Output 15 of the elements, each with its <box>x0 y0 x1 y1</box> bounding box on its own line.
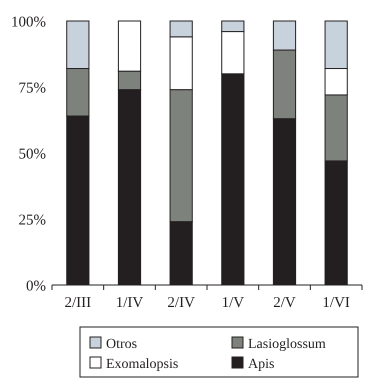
x-tick-label: 1/V <box>222 295 244 311</box>
x-tick-label: 1/IV <box>116 295 144 311</box>
legend-label: Lasioglossum <box>248 336 326 352</box>
y-tick-label: 25% <box>18 212 46 228</box>
y-tick-label: 100% <box>11 14 46 30</box>
y-tick-label: 75% <box>18 80 46 96</box>
legend-label: Apis <box>248 356 274 372</box>
x-tick-label: 1/VI <box>322 295 350 311</box>
y-tick-label: 0% <box>26 278 46 294</box>
x-tick-label: 2/V <box>273 295 296 311</box>
y-tick-label: 50% <box>18 146 46 162</box>
legend-label: Exomalopsis <box>106 356 178 372</box>
x-tick-label: 2/III <box>64 295 92 311</box>
legend-label: Otros <box>106 336 138 352</box>
x-tick-label: 2/IV <box>167 295 196 311</box>
